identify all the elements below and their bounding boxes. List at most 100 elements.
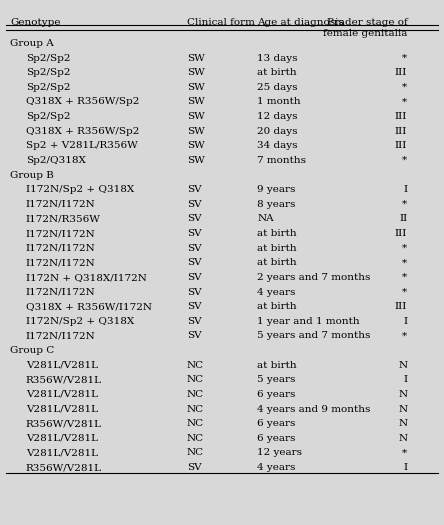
- Text: SV: SV: [187, 244, 201, 253]
- Text: R356W/V281L: R356W/V281L: [26, 419, 102, 428]
- Text: I172N/R356W: I172N/R356W: [26, 214, 100, 224]
- Text: III: III: [395, 68, 407, 77]
- Text: SV: SV: [187, 302, 201, 311]
- Text: N: N: [398, 419, 407, 428]
- Text: N: N: [398, 361, 407, 370]
- Text: 1 year and 1 month: 1 year and 1 month: [257, 317, 360, 326]
- Text: SW: SW: [187, 156, 204, 165]
- Text: 20 days: 20 days: [257, 127, 298, 136]
- Text: at birth: at birth: [257, 361, 297, 370]
- Text: Q318X + R356W/Sp2: Q318X + R356W/Sp2: [26, 127, 139, 136]
- Text: Group C: Group C: [10, 346, 55, 355]
- Text: 6 years: 6 years: [257, 419, 296, 428]
- Text: R356W/V281L: R356W/V281L: [26, 463, 102, 472]
- Text: NA: NA: [257, 214, 274, 224]
- Text: Q318X + R356W/I172N: Q318X + R356W/I172N: [26, 302, 152, 311]
- Text: NC: NC: [187, 390, 204, 399]
- Text: III: III: [395, 229, 407, 238]
- Text: SW: SW: [187, 98, 204, 107]
- Text: 6 years: 6 years: [257, 434, 296, 443]
- Text: I172N/I172N: I172N/I172N: [26, 288, 95, 297]
- Text: at birth: at birth: [257, 244, 297, 253]
- Text: R356W/V281L: R356W/V281L: [26, 375, 102, 384]
- Text: NC: NC: [187, 448, 204, 457]
- Text: I: I: [403, 463, 407, 472]
- Text: V281L/V281L: V281L/V281L: [26, 434, 98, 443]
- Text: I172N/I172N: I172N/I172N: [26, 331, 95, 340]
- Text: V281L/V281L: V281L/V281L: [26, 361, 98, 370]
- Text: *: *: [402, 273, 407, 282]
- Text: SW: SW: [187, 68, 204, 77]
- Text: *: *: [402, 288, 407, 297]
- Text: Sp2 + V281L/R356W: Sp2 + V281L/R356W: [26, 141, 137, 150]
- Text: 6 years: 6 years: [257, 390, 296, 399]
- Text: 34 days: 34 days: [257, 141, 298, 150]
- Text: I172N/Sp2 + Q318X: I172N/Sp2 + Q318X: [26, 317, 134, 326]
- Text: 12 days: 12 days: [257, 112, 298, 121]
- Text: SV: SV: [187, 185, 201, 194]
- Text: V281L/V281L: V281L/V281L: [26, 448, 98, 457]
- Text: 4 years and 9 months: 4 years and 9 months: [257, 405, 371, 414]
- Text: N: N: [398, 434, 407, 443]
- Text: 13 days: 13 days: [257, 54, 298, 62]
- Text: *: *: [402, 258, 407, 267]
- Text: SV: SV: [187, 214, 201, 224]
- Text: SV: SV: [187, 317, 201, 326]
- Text: SW: SW: [187, 112, 204, 121]
- Text: I172N/I172N: I172N/I172N: [26, 258, 95, 267]
- Text: III: III: [395, 302, 407, 311]
- Text: Clinical form: Clinical form: [187, 18, 254, 27]
- Text: 25 days: 25 days: [257, 83, 298, 92]
- Text: I172N/Sp2 + Q318X: I172N/Sp2 + Q318X: [26, 185, 134, 194]
- Text: *: *: [402, 244, 407, 253]
- Text: *: *: [402, 54, 407, 62]
- Text: Sp2/Sp2: Sp2/Sp2: [26, 83, 70, 92]
- Text: 9 years: 9 years: [257, 185, 296, 194]
- Text: NC: NC: [187, 405, 204, 414]
- Text: Sp2/Sp2: Sp2/Sp2: [26, 68, 70, 77]
- Text: N: N: [398, 405, 407, 414]
- Text: Sp2/Sp2: Sp2/Sp2: [26, 112, 70, 121]
- Text: SW: SW: [187, 141, 204, 150]
- Text: at birth: at birth: [257, 302, 297, 311]
- Text: *: *: [402, 200, 407, 209]
- Text: Group B: Group B: [10, 171, 54, 180]
- Text: *: *: [402, 448, 407, 457]
- Text: SV: SV: [187, 463, 201, 472]
- Text: SV: SV: [187, 229, 201, 238]
- Text: SV: SV: [187, 258, 201, 267]
- Text: V281L/V281L: V281L/V281L: [26, 405, 98, 414]
- Text: Q318X + R356W/Sp2: Q318X + R356W/Sp2: [26, 98, 139, 107]
- Text: NC: NC: [187, 375, 204, 384]
- Text: 1 month: 1 month: [257, 98, 301, 107]
- Text: SV: SV: [187, 273, 201, 282]
- Text: *: *: [402, 331, 407, 340]
- Text: I172N/I172N: I172N/I172N: [26, 244, 95, 253]
- Text: at birth: at birth: [257, 258, 297, 267]
- Text: at birth: at birth: [257, 229, 297, 238]
- Text: Prader stage of
female genitalia: Prader stage of female genitalia: [323, 18, 407, 37]
- Text: I: I: [403, 375, 407, 384]
- Text: III: III: [395, 112, 407, 121]
- Text: N: N: [398, 390, 407, 399]
- Text: 4 years: 4 years: [257, 463, 296, 472]
- Text: *: *: [402, 98, 407, 107]
- Text: NC: NC: [187, 419, 204, 428]
- Text: I: I: [403, 185, 407, 194]
- Text: 2 years and 7 months: 2 years and 7 months: [257, 273, 371, 282]
- Text: 8 years: 8 years: [257, 200, 296, 209]
- Text: at birth: at birth: [257, 68, 297, 77]
- Text: I172N + Q318X/I172N: I172N + Q318X/I172N: [26, 273, 147, 282]
- Text: Age at diagnosis: Age at diagnosis: [257, 18, 344, 27]
- Text: 4 years: 4 years: [257, 288, 296, 297]
- Text: SW: SW: [187, 54, 204, 62]
- Text: 7 months: 7 months: [257, 156, 306, 165]
- Text: SW: SW: [187, 127, 204, 136]
- Text: *: *: [402, 156, 407, 165]
- Text: III: III: [395, 127, 407, 136]
- Text: NC: NC: [187, 361, 204, 370]
- Text: *: *: [402, 83, 407, 92]
- Text: III: III: [395, 141, 407, 150]
- Text: I: I: [403, 317, 407, 326]
- Text: II: II: [399, 214, 407, 224]
